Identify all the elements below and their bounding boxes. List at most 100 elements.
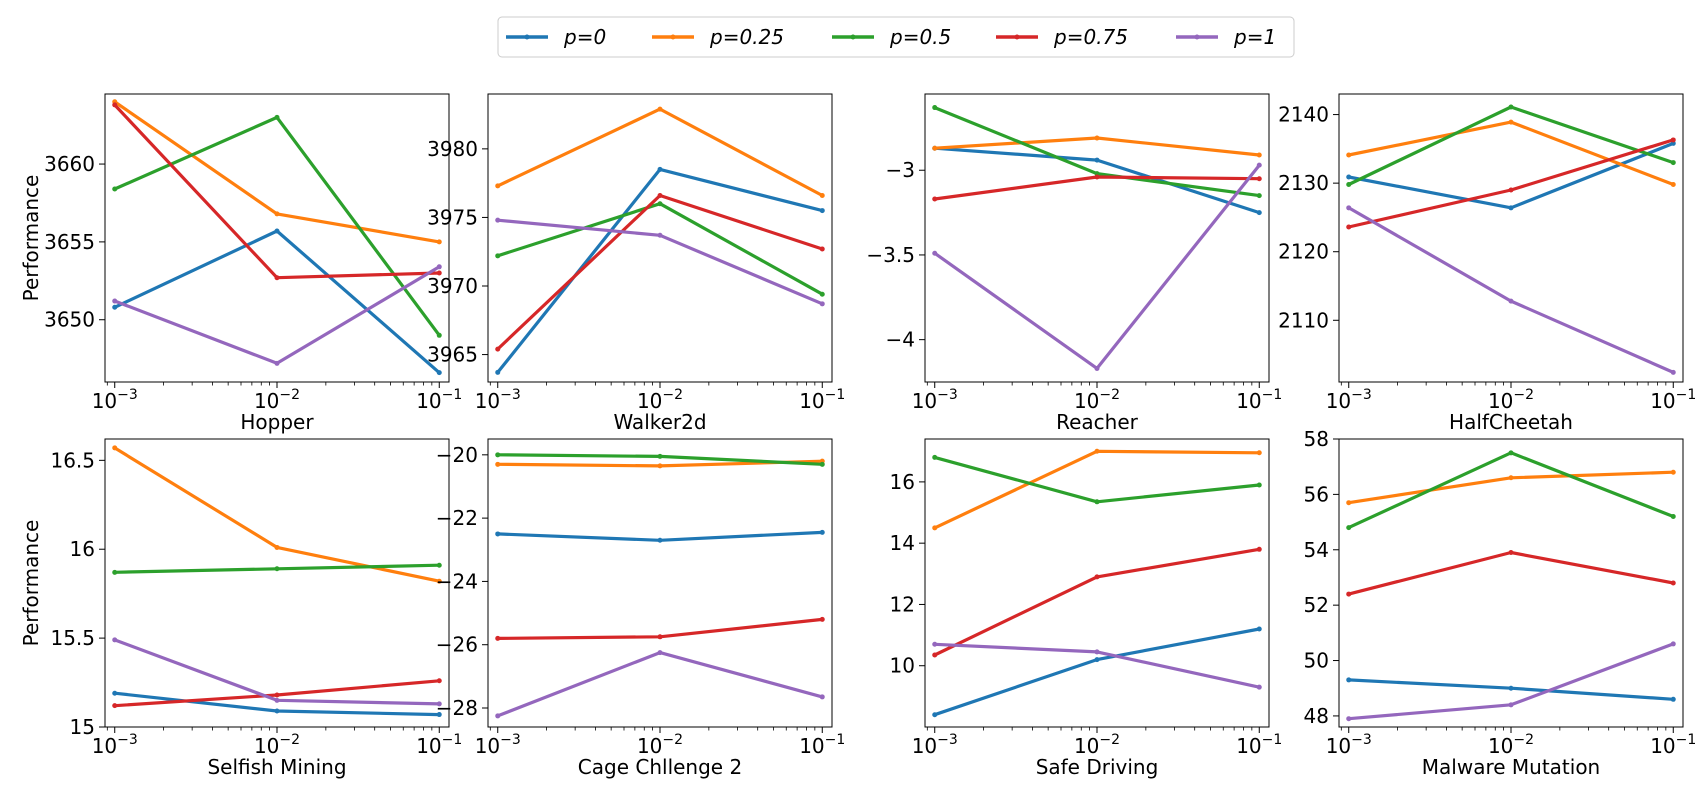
- legend-entry: p=0: [506, 25, 606, 49]
- series: [932, 641, 1262, 690]
- subplot: 2110 2120 2130 2140 10−3 10−2 10−1 HalfCheetah: [1278, 93, 1696, 434]
- data-point: [1094, 157, 1100, 163]
- data-point: [1346, 591, 1352, 597]
- series: [495, 452, 825, 467]
- data-point: [1256, 162, 1262, 168]
- data-point: [1670, 140, 1676, 146]
- x-axis-label: Walker2d: [613, 410, 706, 434]
- data-point: [1508, 298, 1514, 304]
- data-point: [1508, 685, 1514, 691]
- y-tick-label: 16: [890, 470, 915, 494]
- y-tick-label: 3965: [427, 343, 478, 367]
- data-point: [274, 228, 280, 234]
- series-line: [114, 229, 441, 374]
- legend-entry: p=1: [1176, 25, 1276, 49]
- y-tick-label: 16: [70, 537, 95, 561]
- y-tick-label: 16.5: [50, 448, 95, 472]
- series-line: [1348, 451, 1674, 530]
- y-axis-label: Performance: [19, 520, 43, 647]
- data-point: [819, 301, 825, 307]
- series: [1346, 137, 1676, 230]
- data-point: [1670, 137, 1676, 143]
- data-point: [932, 196, 938, 202]
- series-line: [496, 193, 823, 351]
- series: [495, 106, 825, 198]
- x-tick-label: 10−1: [1650, 732, 1696, 758]
- y-tick-label: 15.5: [50, 626, 95, 650]
- series: [112, 228, 442, 376]
- data-point: [657, 463, 663, 469]
- series: [112, 637, 442, 707]
- series: [932, 626, 1262, 718]
- data-point: [1508, 702, 1514, 708]
- data-point: [495, 531, 501, 537]
- data-point: [1094, 574, 1100, 580]
- data-point: [1508, 550, 1514, 556]
- series: [112, 445, 442, 584]
- y-tick-label: 56: [1304, 482, 1329, 506]
- x-tick-label: 10−2: [1488, 387, 1534, 413]
- series: [1346, 205, 1676, 375]
- subplot: 48 50 52 54 56 58 10−3 10−2 10−1 Malware Mutation: [1304, 427, 1697, 779]
- data-point: [436, 701, 442, 707]
- y-tick-label: 58: [1304, 427, 1329, 451]
- data-point: [495, 346, 501, 352]
- series: [495, 166, 825, 375]
- series: [1346, 104, 1676, 188]
- data-point: [1508, 119, 1514, 125]
- data-point: [819, 461, 825, 467]
- subplot: −4 −3.5 −3 10−3 10−2 10−1 Reacher: [866, 93, 1282, 434]
- x-tick-label: 10−1: [416, 732, 462, 758]
- series: [932, 454, 1262, 505]
- y-tick-label: 50: [1304, 649, 1329, 673]
- data-point: [274, 360, 280, 366]
- data-point: [112, 304, 118, 310]
- series-line: [1348, 550, 1674, 596]
- legend-label: p=0.25: [709, 25, 784, 49]
- data-point: [1094, 448, 1100, 454]
- x-tick-label: 10−2: [1074, 732, 1120, 758]
- x-axis-label: Reacher: [1056, 410, 1139, 434]
- y-tick-label: −28: [436, 696, 478, 720]
- series-line: [113, 103, 440, 280]
- data-point: [436, 712, 442, 718]
- y-tick-label: 14: [890, 531, 915, 555]
- data-point: [819, 616, 825, 622]
- y-tick-label: 2110: [1278, 308, 1329, 332]
- series-line: [113, 100, 440, 244]
- y-tick-label: 15: [70, 715, 95, 739]
- data-point: [274, 697, 280, 703]
- x-tick-label: 10−3: [912, 387, 958, 413]
- data-point: [1670, 160, 1676, 166]
- data-point: [1670, 580, 1676, 586]
- series: [495, 616, 825, 641]
- legend-entry: p=0.5: [832, 25, 951, 49]
- series: [112, 690, 442, 718]
- series: [1346, 450, 1676, 531]
- data-point: [274, 692, 280, 698]
- series: [112, 562, 442, 575]
- data-point: [1094, 499, 1100, 505]
- data-point: [1346, 677, 1352, 683]
- data-point: [495, 217, 501, 223]
- y-tick-label: −20: [436, 443, 478, 467]
- series: [495, 217, 825, 307]
- series: [495, 650, 825, 719]
- data-point: [112, 690, 118, 696]
- data-point: [274, 114, 280, 120]
- data-point: [819, 208, 825, 214]
- data-point: [657, 634, 663, 640]
- data-point: [1346, 152, 1352, 158]
- legend-entry: p=0.75: [996, 25, 1128, 49]
- series-line: [114, 265, 441, 365]
- y-tick-label: 3980: [427, 137, 478, 161]
- data-point: [436, 678, 442, 684]
- data-point: [1670, 182, 1676, 188]
- x-tick-label: 10−1: [1236, 732, 1282, 758]
- series-line: [497, 202, 824, 296]
- subplot: 3965 3970 3975 3980 10−3 10−2 10−1 Walker2d: [427, 93, 845, 434]
- y-tick-label: 3655: [44, 230, 95, 254]
- data-point: [1256, 210, 1262, 216]
- data-point: [657, 201, 663, 207]
- x-tick-label: 10−2: [254, 387, 300, 413]
